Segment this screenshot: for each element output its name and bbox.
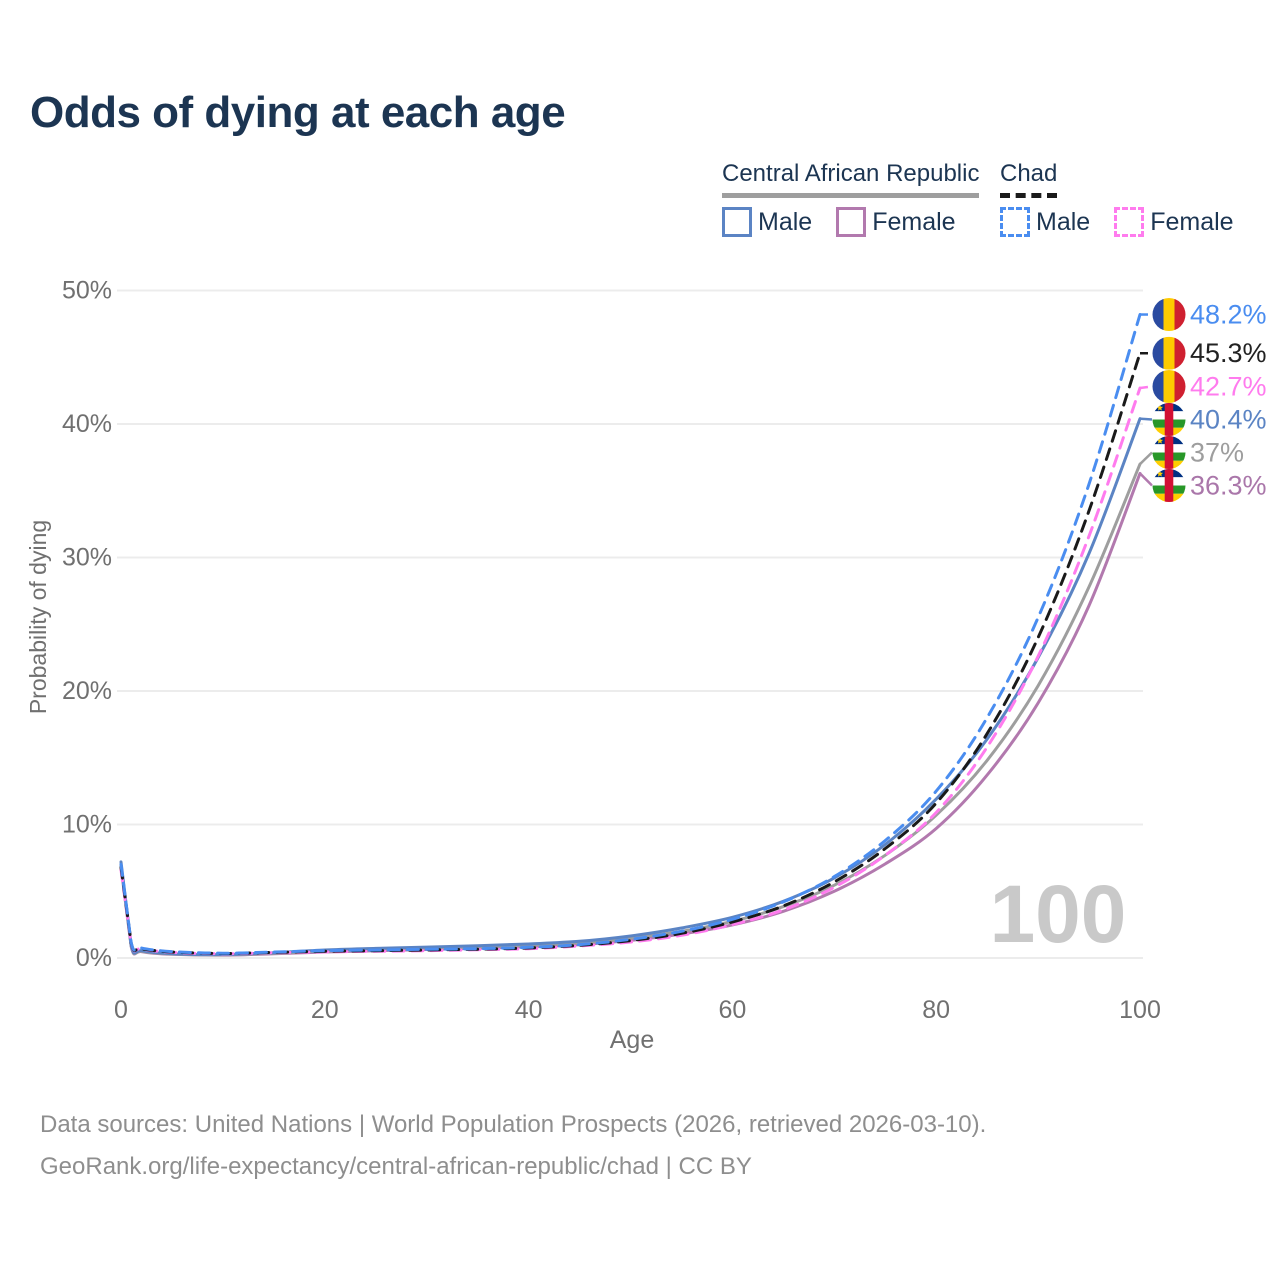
flag-car-icon [1152, 436, 1186, 470]
legend-item-label: Female [1150, 207, 1234, 236]
y-tick-label: 50% [62, 277, 112, 305]
x-tick-label: 80 [922, 996, 950, 1024]
flag-car-icon [1152, 403, 1186, 437]
flag-chad-icon [1152, 336, 1186, 370]
footer: Data sources: United Nations | World Pop… [40, 1104, 986, 1188]
end-label-chad-both: 45.3% [1190, 338, 1267, 368]
end-label-car-female: 36.3% [1190, 471, 1267, 501]
series-line-car-male [119, 417, 1142, 957]
legend-item-car-female[interactable]: Female [836, 207, 956, 237]
legend-item-chad-male[interactable]: Male [1000, 207, 1090, 237]
chad-male-swatch-icon [1000, 207, 1030, 237]
legend-item-label: Male [1036, 207, 1091, 236]
legend-country-chad[interactable]: Chad [1000, 160, 1058, 198]
y-tick-label: 40% [62, 410, 112, 438]
end-label-connector [1139, 385, 1153, 390]
y-tick-label: 20% [62, 677, 112, 705]
legend-item-label: Male [758, 207, 813, 236]
flag-chad-icon [1152, 298, 1186, 332]
series-line-car-both [119, 462, 1142, 957]
end-label-car-male: 40.4% [1190, 405, 1267, 435]
x-tick-label: 60 [718, 996, 746, 1024]
y-axis-title: Probability of dying [25, 520, 51, 714]
series-line-chad-male [119, 313, 1142, 955]
series-line-chad-female [119, 386, 1142, 956]
y-tick-label: 30% [62, 544, 112, 572]
flag-car-icon [1152, 469, 1186, 503]
gridlines [117, 289, 1143, 959]
legend-item-car-male[interactable]: Male [722, 207, 812, 237]
y-tick-label: 10% [62, 811, 112, 839]
footer-data-sources: Data sources: United Nations | World Pop… [40, 1111, 987, 1138]
x-tick-label: 40 [515, 996, 543, 1024]
x-tick-label: 20 [311, 996, 339, 1024]
car-female-swatch-icon [836, 207, 867, 237]
end-label-connector [1139, 417, 1153, 421]
y-tick-label: 0% [76, 944, 112, 972]
legend-item-label: Female [872, 207, 956, 236]
legend-country-central-african-republic[interactable]: Central African Republic [722, 160, 980, 198]
x-axis-tick-labels: 0 20 40 60 80 100 [114, 996, 1161, 1024]
chad-female-swatch-icon [1114, 207, 1145, 237]
legend-group-chad: Chad Male Female [1000, 160, 1234, 237]
end-label-car-both: 37% [1190, 438, 1244, 468]
car-male-swatch-icon [722, 207, 752, 237]
series-line-chad-both [119, 351, 1142, 955]
end-label-connector [1139, 451, 1153, 465]
legend-item-chad-female[interactable]: Female [1114, 207, 1234, 237]
page-title: Odds of dying at each age [30, 88, 566, 137]
flag-chad-icon [1152, 370, 1186, 404]
legend-group-central-african-republic: Central African Republic Male Female [722, 160, 980, 237]
end-label-chad-male: 48.2% [1190, 300, 1267, 330]
end-label-chad-female: 42.7% [1190, 372, 1267, 402]
series-lines [119, 313, 1142, 957]
x-axis-title: Age [610, 1026, 654, 1054]
legend: Central African Republic Male Female Cha… [0, 160, 1280, 250]
end-label-connector [1139, 472, 1153, 487]
x-tick-label: 100 [1119, 996, 1161, 1024]
x-tick-label: 0 [114, 996, 128, 1024]
footer-attribution: GeoRank.org/life-expectancy/central-afri… [40, 1153, 752, 1180]
series-line-car-female [119, 471, 1142, 957]
series-end-labels: 48.2% 45.3% 42.7%40.4%37%36.3% [1139, 298, 1267, 503]
y-axis-tick-labels: 0% 10% 20% 30% 40% 50% [62, 277, 112, 973]
watermark-age-100: 100 [990, 869, 1127, 960]
